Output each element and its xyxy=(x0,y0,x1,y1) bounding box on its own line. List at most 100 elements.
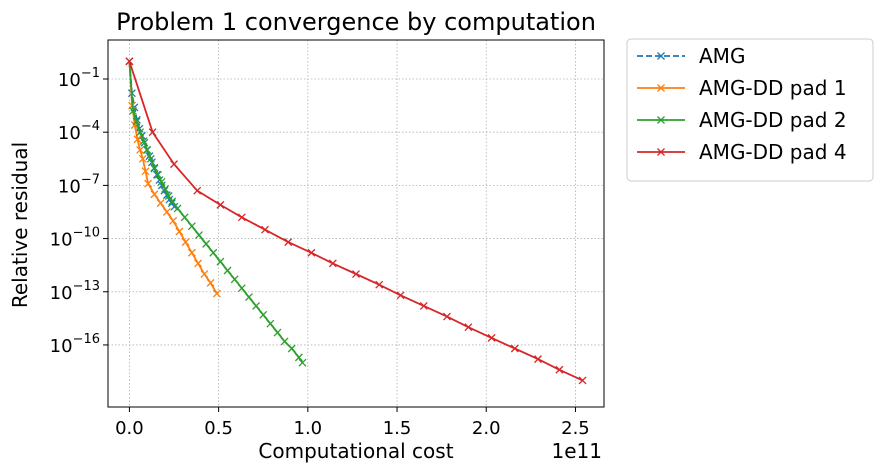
data-point xyxy=(510,344,519,353)
y-tick-label: 10−1 xyxy=(58,66,100,91)
data-point xyxy=(298,358,307,367)
data-point xyxy=(138,154,147,163)
data-point xyxy=(144,179,153,188)
legend-item: AMG-DD pad 4 xyxy=(637,140,847,164)
data-point xyxy=(125,57,134,66)
data-point xyxy=(216,257,225,266)
data-point xyxy=(133,135,142,144)
data-point xyxy=(223,266,232,275)
legend-marker xyxy=(657,148,665,156)
y-axis-label: Relative residual xyxy=(8,142,32,308)
x-tick-label: 1.5 xyxy=(383,418,412,439)
legend-marker xyxy=(657,84,665,92)
data-point xyxy=(284,238,293,247)
data-point xyxy=(396,291,405,300)
data-point xyxy=(237,213,246,222)
data-point xyxy=(150,190,159,199)
series-0 xyxy=(125,57,179,211)
data-point xyxy=(555,365,564,374)
series-2 xyxy=(125,57,307,367)
legend-marker xyxy=(657,116,665,124)
data-point xyxy=(464,323,473,332)
data-point xyxy=(287,344,296,353)
legend-label: AMG-DD pad 1 xyxy=(699,76,847,100)
x-tick-label: 0.0 xyxy=(115,418,144,439)
data-point xyxy=(419,301,428,310)
legend: AMG AMG-DD pad 1 AMG-DD pad 2 AMG-DD pad 4 xyxy=(626,38,874,182)
series-line xyxy=(128,61,218,294)
data-point xyxy=(202,239,211,248)
data-point xyxy=(139,137,148,146)
data-point xyxy=(136,128,145,137)
data-point xyxy=(164,192,173,200)
data-point xyxy=(307,248,316,257)
data-point xyxy=(212,289,221,298)
data-point xyxy=(209,248,218,257)
x-tick-label: 2.0 xyxy=(472,418,501,439)
series-line xyxy=(128,61,583,382)
data-point xyxy=(244,293,253,302)
grid xyxy=(108,40,604,407)
data-point xyxy=(352,270,360,278)
data-point xyxy=(294,353,303,362)
data-point xyxy=(153,170,162,179)
series-line xyxy=(128,61,304,364)
data-point xyxy=(193,186,202,195)
data-point xyxy=(252,301,261,310)
x-tick-label: 0.5 xyxy=(204,418,233,439)
y-tick-label: 10−13 xyxy=(50,279,100,304)
data-point xyxy=(150,163,159,172)
data-point xyxy=(156,199,165,208)
x-axis-label: Computational cost xyxy=(258,439,453,463)
ticks: 0.0 0.5 1.0 1.5 2.0 2.5 10−1 10−4 10−7 10−10 10−13… xyxy=(50,66,590,439)
data-point xyxy=(273,328,282,337)
data-point xyxy=(132,117,141,126)
data-point xyxy=(200,270,209,278)
data-point xyxy=(129,106,137,115)
data-point xyxy=(180,213,189,222)
axes-frame xyxy=(107,39,605,408)
data-point xyxy=(181,238,190,247)
x-tick-label: 1.0 xyxy=(294,418,323,439)
legend-label: AMG-DD pad 2 xyxy=(699,108,847,132)
data-point xyxy=(443,312,451,321)
data-point xyxy=(187,248,196,257)
legend-label: AMG xyxy=(699,44,745,68)
data-point xyxy=(237,284,246,293)
legend-marker xyxy=(657,52,665,60)
data-point xyxy=(141,167,150,176)
data-point xyxy=(261,225,269,234)
data-point xyxy=(578,376,587,385)
y-tick-label: 10−10 xyxy=(50,226,100,251)
data-point xyxy=(161,184,170,193)
data-point xyxy=(259,310,268,319)
data-point xyxy=(148,128,157,137)
data-point xyxy=(173,204,182,213)
data-point xyxy=(143,145,152,154)
data-point xyxy=(162,208,171,216)
data-point xyxy=(136,145,145,154)
y-tick-label: 10−4 xyxy=(58,119,100,144)
data-point xyxy=(175,227,184,236)
data-point xyxy=(230,275,239,284)
legend-label: AMG-DD pad 4 xyxy=(699,140,847,164)
data-point xyxy=(280,337,289,346)
data-point xyxy=(195,231,203,239)
data-point xyxy=(375,280,384,289)
data-point xyxy=(534,355,542,364)
legend-box xyxy=(626,38,874,182)
data-point xyxy=(169,216,178,225)
data-point xyxy=(194,259,203,268)
data-point xyxy=(328,259,337,268)
chart-title: Problem 1 convergence by computation xyxy=(116,8,596,36)
y-tick-label: 10−16 xyxy=(50,332,100,357)
y-tick-label: 10−7 xyxy=(58,172,100,197)
legend-item: AMG-DD pad 1 xyxy=(637,76,847,100)
series-layer xyxy=(125,57,587,385)
legend-item: AMG-DD pad 2 xyxy=(637,108,847,132)
data-point xyxy=(157,177,166,186)
data-point xyxy=(168,197,177,206)
data-point xyxy=(266,319,275,328)
data-point xyxy=(216,200,225,209)
